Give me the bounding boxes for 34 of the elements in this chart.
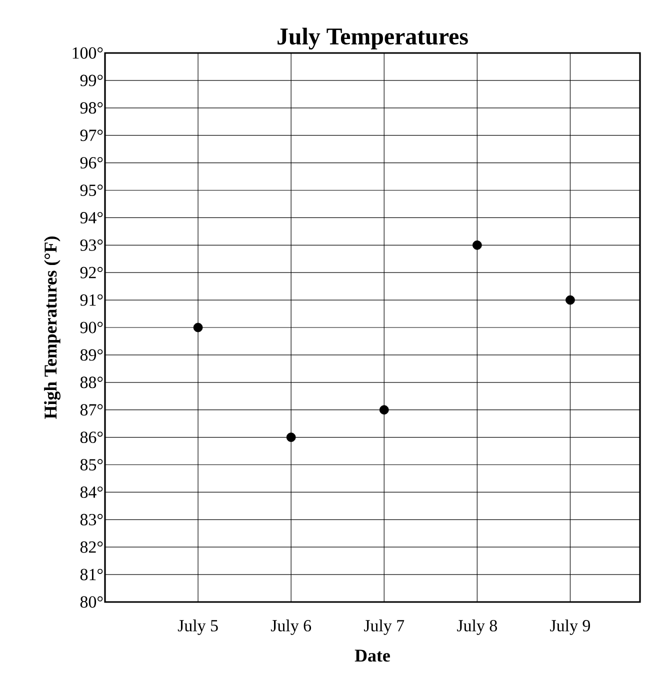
y-tick-label: 100° (72, 47, 103, 59)
y-tick-label: 92° (80, 266, 103, 278)
x-tick-label: July 9 (550, 620, 590, 635)
point (472, 240, 482, 250)
point (566, 295, 575, 305)
y-tick-label: 83° (80, 514, 103, 526)
y-tick-label: 84° (80, 486, 103, 498)
x-tick-label: July 5 (178, 620, 218, 635)
y-tick-label: 99° (80, 74, 103, 86)
point (286, 432, 296, 442)
y-tick-label: 80° (80, 596, 103, 608)
chart-title: July Temperatures (278, 28, 468, 50)
y-tick-label: 90° (80, 322, 103, 334)
y-tick-label: 96° (80, 157, 103, 169)
x-tick-label: July 7 (364, 620, 404, 635)
y-tick-label: 98° (80, 102, 103, 114)
y-tick-label: 86° (80, 432, 103, 444)
y-tick-label: 88° (80, 376, 103, 388)
y-tick-label: 87° (80, 404, 103, 416)
x-axis-title: Date (354, 650, 390, 662)
y-tick-label: 97° (80, 130, 103, 142)
x-tick-label: July 6 (270, 620, 312, 635)
point (379, 405, 389, 415)
y-tick-label: 89° (80, 349, 103, 361)
y-tick-label: 93° (80, 239, 103, 251)
point (193, 322, 203, 332)
y-tick-label: 91° (80, 294, 103, 306)
y-tick-label: 95° (80, 184, 103, 196)
y-tick-label: 81° (80, 568, 103, 580)
y-tick-label: 85° (80, 459, 103, 470)
y-axis-title: High Temperatures (°F) (44, 236, 60, 419)
y-tick-label: 82° (80, 541, 103, 553)
y-tick-label: 94° (80, 212, 103, 224)
x-tick-label: July 8 (457, 620, 497, 635)
